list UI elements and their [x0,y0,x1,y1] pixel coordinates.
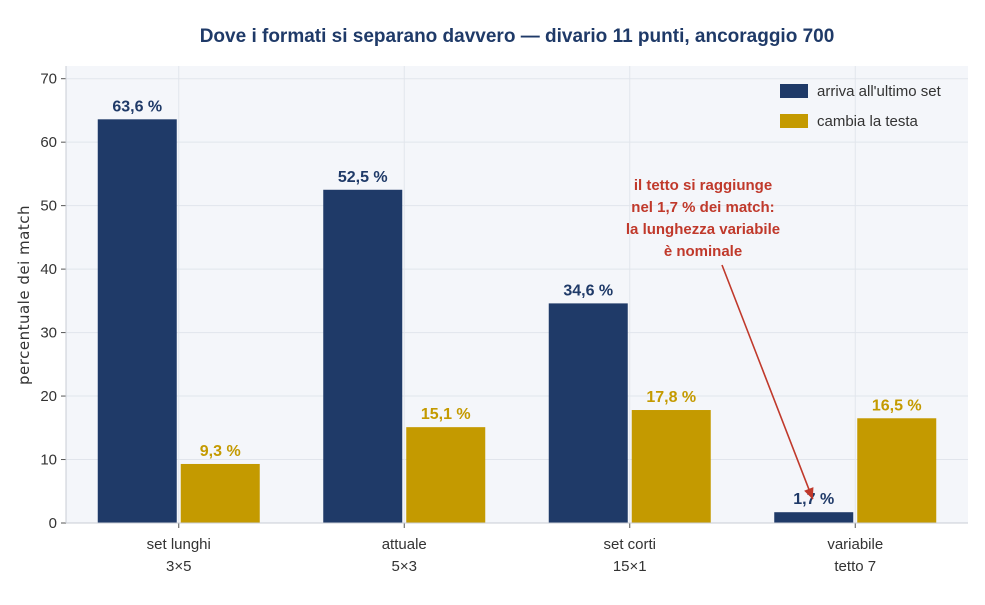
x-category-label: 3×5 [166,558,191,575]
data-label: 63,6 % [112,98,162,115]
annotation-text: la lunghezza variabile [626,221,780,238]
data-label: 1,7 % [793,491,834,508]
y-tick-label: 40 [40,261,57,278]
y-axis-label: percentuale dei match [15,205,33,385]
annotation-text: è nominale [664,243,742,260]
legend: arriva all'ultimo set cambia la testa [780,83,942,130]
y-axis-ticks: 0 10 20 30 40 50 60 70 [40,71,66,532]
bars [97,119,937,524]
annotation: il tetto si raggiunge nel 1,7 % dei match… [626,177,814,500]
data-label: 52,5 % [338,169,388,186]
bar-ultimo-set [548,303,628,523]
y-tick-label: 30 [40,325,57,342]
bar-cambia-testa [857,418,937,523]
data-labels: 63,6 % 52,5 % 34,6 % 1,7 % 9,3 % 15,1 % 17,8 %… [112,98,921,508]
bar-ultimo-set [323,189,403,524]
y-tick-label: 0 [49,515,57,532]
grid [66,66,968,524]
chart-title: Dove i formati si separano davvero — div… [200,26,835,47]
x-category-label: 5×3 [392,558,417,575]
bar-cambia-testa [631,410,711,523]
bar-cambia-testa [180,463,260,523]
legend-swatch [780,114,808,128]
x-category-label: set corti [603,536,656,553]
y-tick-label: 50 [40,198,57,215]
bar-cambia-testa [406,427,486,523]
x-category-label: attuale [382,536,427,553]
legend-swatch [780,84,808,98]
x-category-label: tetto 7 [834,558,876,575]
x-axis-categories: set lunghi 3×5 attuale 5×3 set corti 15×1 vari… [147,523,883,575]
data-label: 15,1 % [421,406,471,423]
legend-label: cambia la testa [817,113,919,130]
y-tick-label: 70 [40,71,57,88]
annotation-arrow [721,264,814,500]
data-label: 9,3 % [200,443,241,460]
data-label: 17,8 % [646,389,696,406]
x-category-label: set lunghi [147,536,211,553]
bar-ultimo-set [97,119,177,524]
annotation-arrowhead [804,487,814,500]
x-category-label: variabile [827,536,883,553]
annotation-text: nel 1,7 % dei match: [631,199,774,216]
data-label: 34,6 % [563,282,613,299]
y-tick-label: 10 [40,452,57,469]
annotation-text: il tetto si raggiunge [634,177,772,194]
y-tick-label: 60 [40,134,57,151]
x-category-label: 15×1 [613,558,647,575]
y-tick-label: 20 [40,388,57,405]
data-label: 16,5 % [872,397,922,414]
bar-ultimo-set [774,512,854,523]
legend-label: arriva all'ultimo set [817,83,942,100]
